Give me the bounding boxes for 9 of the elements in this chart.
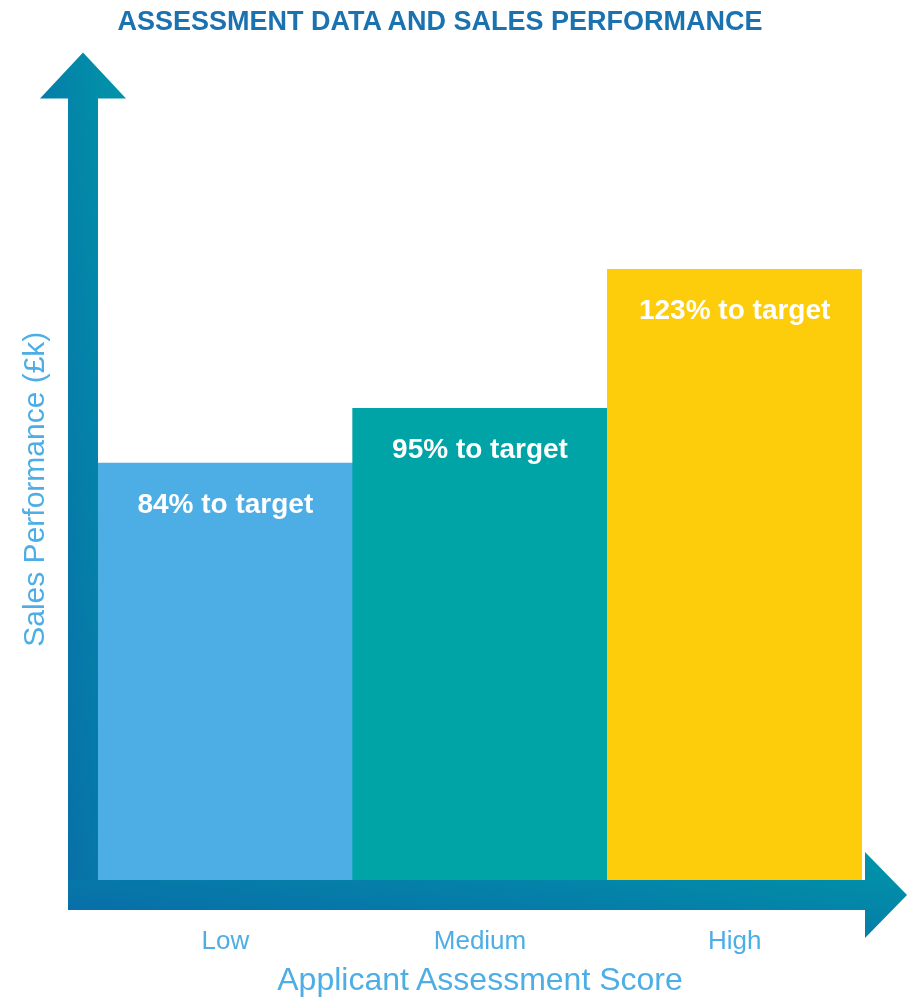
y-axis-title: Sales Performance (£k) [17, 331, 51, 647]
data-label: 84% to target [137, 487, 314, 519]
x-axis-title: Applicant Assessment Score [277, 960, 683, 997]
x-tick-label: Medium [433, 924, 527, 955]
data-label: 95% to target [392, 433, 568, 465]
x-tick-label: Low [201, 924, 250, 955]
x-tick-label: High [707, 924, 762, 955]
data-label: 123% to target [638, 294, 831, 326]
chart-title: ASSESSMENT DATA AND SALES PERFORMANCE [117, 5, 763, 36]
